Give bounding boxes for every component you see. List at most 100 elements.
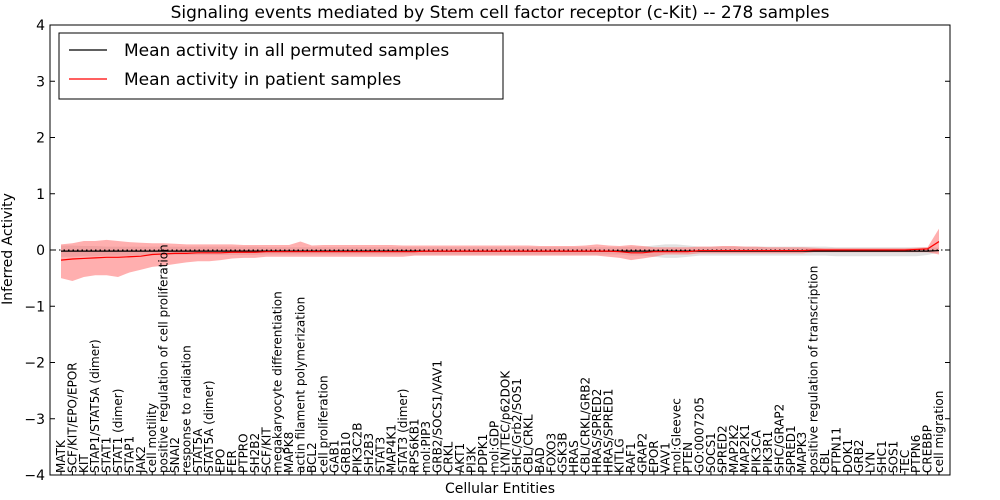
category-label: HRAS (567, 440, 581, 473)
category-label: AKT1 (453, 443, 467, 473)
category-label: RAF1 (624, 442, 638, 473)
category-label: SNAI2 (168, 437, 182, 473)
legend-label-patient: Mean activity in patient samples (124, 70, 401, 90)
legend-label-permuted: Mean activity in all permuted samples (124, 41, 449, 61)
category-label: megakaryocyte differentiation (271, 291, 285, 473)
category-label: MAP4K1 (385, 424, 399, 473)
category-label: SCF/KIT (259, 427, 273, 473)
category-label: LYN/TEC/p62DOK (499, 370, 513, 473)
category-label: SCF/KIT/EPO/EPOR (65, 362, 79, 473)
category-label: MAP2K2 (727, 424, 741, 473)
category-label: FER (225, 450, 239, 473)
band-patient (61, 228, 939, 281)
series-line-patient (60, 241, 940, 261)
category-label: STAP1 (122, 436, 136, 473)
category-label: PIK3R1 (761, 431, 775, 473)
category-label: STAT1 (dimer) (111, 389, 125, 473)
category-label: STAT5A (dimer) (202, 380, 216, 473)
category-label: positive regulation of transcription (807, 266, 821, 473)
category-label: GSK3B (556, 432, 570, 473)
category-label: LYN (864, 452, 878, 473)
category-label: SOS1 (886, 441, 900, 473)
category-label: MAPK3 (795, 432, 809, 473)
category-label: STAP1/STAT5A (dimer) (88, 339, 102, 473)
category-label: BAD (533, 447, 547, 473)
category-label: GAB1 (328, 440, 342, 473)
y-axis-label: Inferred Activity (0, 193, 16, 305)
category-label: PI3K (464, 446, 478, 473)
category-label: PTPN11 (829, 427, 843, 473)
category-label: SHC/Grb2/SOS1 (510, 378, 524, 473)
category-label: SH2B2 (248, 433, 262, 473)
category-label: BCL2 (305, 442, 319, 473)
category-label: MAP2K1 (738, 424, 752, 473)
category-label: positive regulation of cell proliferatio… (157, 244, 171, 473)
series-lines (50, 241, 950, 261)
category-label: MAPK8 (282, 432, 296, 473)
category-label: KITLG (613, 438, 627, 473)
legend-box (58, 32, 504, 100)
category-label: STAT3 (373, 437, 387, 473)
category-label: MATK (54, 439, 68, 473)
category-label: PTEN (681, 442, 695, 473)
category-label: SPRED1 (784, 425, 798, 473)
y-tick-label: −4 (24, 468, 45, 484)
y-tick-label: 2 (36, 131, 45, 147)
category-label: PIK3C2B (350, 422, 364, 473)
y-tick-label: 4 (36, 18, 45, 34)
category-label: mol:GDP (487, 421, 501, 473)
chart-title: Signaling events mediated by Stem cell f… (171, 3, 830, 23)
category-label: STAT5A (191, 428, 205, 473)
y-tick-label: −2 (24, 356, 45, 372)
category-label: SPRED2 (715, 425, 729, 473)
y-tick-label: 3 (36, 74, 45, 90)
category-label: actin filament polymerization (293, 297, 307, 473)
category-label: CREBBP (921, 425, 935, 473)
category-label: PIK3CA (750, 429, 764, 473)
category-label: CRKL (442, 441, 456, 473)
category-label: GRB2 (852, 439, 866, 473)
axes: 4 3 2 1 0 −1 −2 −3 −4 (24, 18, 951, 484)
category-label: SH2B3 (362, 433, 376, 473)
category-label: CBL (818, 449, 832, 473)
category-label: GRAP2 (636, 433, 650, 473)
category-label: TEC (898, 450, 912, 474)
category-label: mol:PIP3 (419, 421, 433, 473)
category-label: GRB2/SOCS1/VAV1 (430, 360, 444, 473)
y-tick-label: 0 (36, 243, 45, 259)
category-label: RPS6KB1 (407, 418, 421, 473)
legend: Mean activity in all permuted samples Me… (58, 32, 504, 100)
category-label: KIT (77, 454, 91, 473)
category-label: cell migration (932, 391, 946, 473)
category-label: GRB10 (339, 432, 353, 473)
category-label: SHC1 (875, 440, 889, 473)
category-label: STAT1 (100, 437, 114, 473)
category-label: PDPK1 (476, 434, 490, 473)
category-label: cell proliferation (316, 375, 330, 473)
y-tick-label: −1 (24, 299, 45, 315)
category-label: CBL/CRKL/GRB2 (579, 377, 593, 473)
category-label: JAK2 (134, 446, 148, 474)
category-label: SOCS1 (704, 432, 718, 473)
category-label: PTPN6 (909, 435, 923, 473)
y-tick-label: −3 (24, 412, 45, 428)
y-tick-label: 1 (36, 187, 45, 203)
category-label: HRAS/SPRED1 (601, 389, 615, 473)
x-axis-label: Cellular Entities (445, 481, 555, 497)
category-label: DOK1 (841, 439, 855, 473)
category-label: EPO (214, 449, 228, 473)
category-label: CBL/CRKL (522, 414, 536, 473)
category-label: PTPRO (236, 433, 250, 473)
category-label: FOXO3 (544, 433, 558, 473)
category-label: mol:Gleevec (670, 398, 684, 473)
category-label: GO:0007205 (693, 397, 707, 473)
category-label: response to radiation (179, 345, 193, 473)
category-label: HRAS/SPRED2 (590, 389, 604, 473)
category-label: VAV1 (658, 442, 672, 473)
category-label: STAT3 (dimer) (396, 389, 410, 473)
category-label: EPOR (647, 440, 661, 473)
category-label: cell motility (145, 403, 159, 473)
category-label: SHC/GRAP2 (772, 404, 786, 473)
